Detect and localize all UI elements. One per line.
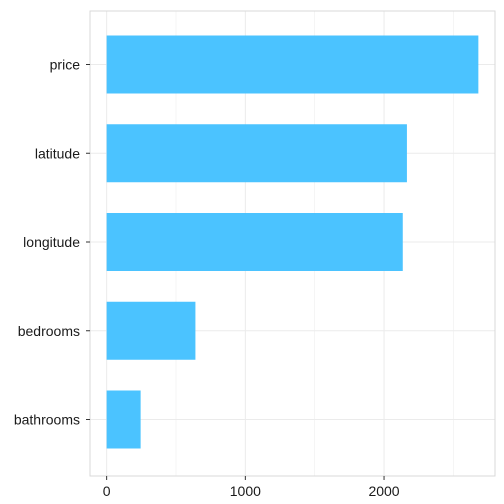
y-tick-label: bedrooms — [18, 323, 80, 339]
y-tick-label: price — [50, 57, 81, 73]
x-tick-label: 0 — [103, 483, 111, 499]
y-axis-ticks: price latitude longitude bedrooms bathrooms — [14, 57, 90, 428]
x-tick-label: 1000 — [230, 483, 261, 499]
bar-latitude — [106, 124, 407, 183]
y-tick-label: bathrooms — [14, 412, 80, 428]
x-axis-ticks: 0 1000 2000 — [103, 476, 400, 499]
y-tick-label: longitude — [23, 234, 80, 250]
y-tick-label: latitude — [35, 145, 80, 161]
bars — [106, 35, 479, 449]
bar-bathrooms — [106, 390, 141, 449]
bar-price — [106, 35, 479, 94]
panel-border — [89, 10, 496, 477]
bar-bedrooms — [106, 301, 196, 360]
bar-longitude — [106, 213, 403, 271]
x-tick-label: 2000 — [368, 483, 399, 499]
